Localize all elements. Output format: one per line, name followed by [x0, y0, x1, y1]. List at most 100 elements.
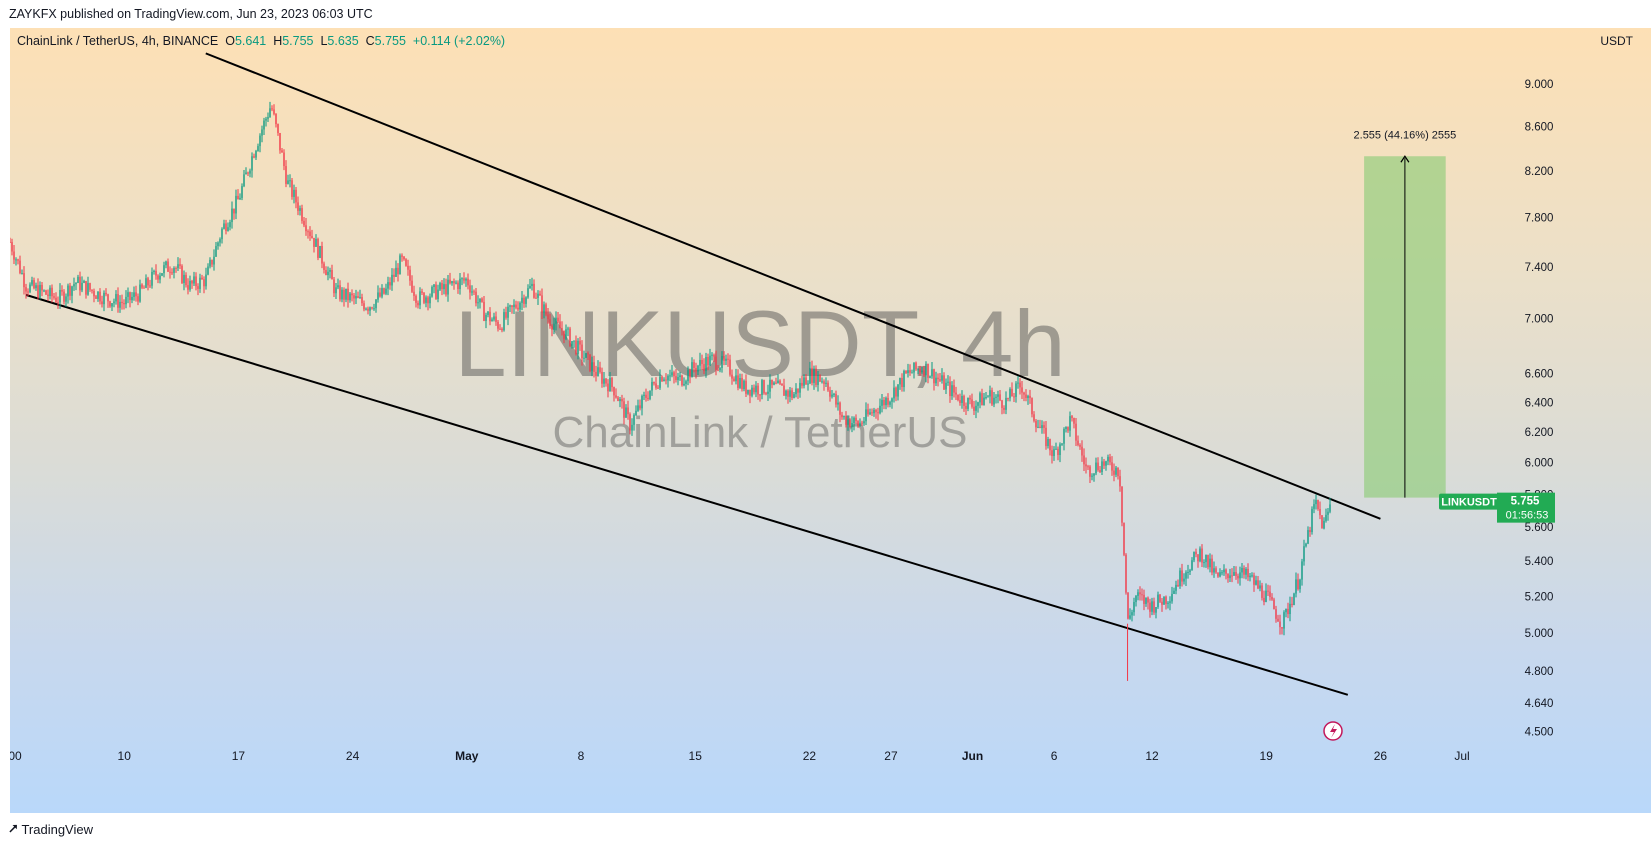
candle-body	[891, 398, 893, 402]
price-chart[interactable]: 2.555 (44.16%) 2555 3:00 10 17 24 May 8 15 22 27 J…	[10, 28, 1651, 813]
candle-body	[835, 393, 837, 405]
candle-body	[415, 295, 417, 303]
candle-body	[1059, 444, 1061, 456]
candle-body	[991, 390, 993, 405]
candle-body	[421, 291, 423, 293]
candle-body	[567, 328, 569, 330]
legend-close-label: C	[365, 34, 375, 48]
candle-body	[777, 380, 779, 384]
candle-body	[281, 150, 283, 153]
candle-body	[977, 402, 979, 406]
candle-body	[485, 314, 487, 321]
candle-body	[1081, 446, 1083, 456]
y-tick-label: 6.200	[1525, 427, 1554, 439]
candle-body	[857, 421, 859, 426]
candle-body	[1255, 580, 1257, 585]
candle-body	[1233, 572, 1235, 576]
candle-body	[1135, 595, 1137, 603]
candle-body	[585, 353, 587, 358]
candle-body	[85, 281, 87, 295]
brand[interactable]: ⭧ TradingView	[9, 821, 93, 837]
candle-body	[899, 378, 901, 385]
symbol-legend[interactable]: ChainLink / TetherUS, 4h, BINANCE O5.641…	[17, 34, 505, 48]
candle-body	[1221, 572, 1223, 574]
x-tick-label: 24	[346, 749, 360, 763]
chart-area[interactable]: LINKUSDT, 4h ChainLink / TetherUS 2.555 …	[10, 28, 1651, 813]
candle-body	[1147, 597, 1149, 603]
y-tick-label: 5.400	[1525, 556, 1554, 568]
candle-body	[883, 399, 885, 406]
candle-body	[605, 378, 607, 384]
candle-body	[1015, 383, 1017, 397]
candle-body	[293, 189, 295, 197]
candle-body	[1045, 427, 1047, 447]
candle-body	[71, 286, 73, 296]
candle-body	[579, 340, 581, 345]
x-tick-label: 22	[803, 749, 817, 763]
candle-body	[1251, 575, 1253, 577]
candle-body	[29, 284, 31, 292]
candle-body	[1091, 475, 1093, 477]
candle-body	[719, 367, 721, 371]
candle-body	[957, 394, 959, 401]
x-tick-label: 26	[1374, 749, 1388, 763]
candle-body	[813, 368, 815, 383]
candle-body	[955, 392, 957, 395]
candle-body	[611, 377, 613, 388]
candle-body	[869, 412, 871, 415]
candle-body	[905, 370, 907, 374]
candle-body	[533, 283, 535, 298]
candle-body	[563, 330, 565, 339]
candle-body	[749, 389, 751, 396]
x-tick-label: 27	[884, 749, 898, 763]
candle-body	[701, 359, 703, 365]
candle-body	[191, 280, 193, 284]
candle-body	[1273, 599, 1275, 610]
candle-body	[689, 370, 691, 378]
candle-body	[1137, 592, 1139, 596]
candle-body	[1217, 572, 1219, 577]
candle-body	[467, 278, 469, 286]
candle-body	[167, 261, 169, 272]
candle-body	[347, 288, 349, 301]
candle-body	[1197, 554, 1199, 562]
candle-body	[55, 297, 57, 303]
candle-body	[665, 379, 667, 381]
candle-body	[783, 385, 785, 396]
candle-body	[1315, 500, 1317, 505]
candle-body	[537, 293, 539, 298]
candle-body	[1195, 551, 1197, 555]
candle-body	[1131, 612, 1133, 616]
candle-body	[273, 109, 275, 114]
candle-body	[363, 303, 365, 310]
candle-body	[73, 284, 75, 287]
candle-body	[863, 421, 865, 424]
candle-body	[897, 384, 899, 397]
candle-body	[1225, 569, 1227, 574]
candle-body	[685, 381, 687, 384]
candle-body	[441, 283, 443, 290]
candle-body	[163, 265, 165, 274]
candle-body	[1027, 395, 1029, 398]
candle-body	[923, 370, 925, 376]
candle-body	[713, 354, 715, 357]
candle-body	[475, 291, 477, 304]
candle-body	[575, 340, 577, 354]
candle-body	[309, 231, 311, 237]
candle-body	[277, 124, 279, 133]
lower-channel-line	[26, 294, 1349, 696]
candle-body	[443, 284, 445, 290]
candle-body	[171, 272, 173, 274]
candle-body	[357, 296, 359, 298]
symbol-tag-label: LINKUSDT	[1441, 497, 1497, 509]
candle-body	[853, 417, 855, 424]
candle-body	[637, 405, 639, 411]
candle-body	[1263, 597, 1265, 602]
candle-body	[1127, 592, 1129, 619]
candle-body	[1299, 579, 1301, 590]
candle-body	[453, 281, 455, 284]
candle-body	[809, 367, 811, 384]
candle-body	[269, 108, 271, 118]
candle-body	[31, 280, 33, 285]
candle-body	[153, 270, 155, 272]
